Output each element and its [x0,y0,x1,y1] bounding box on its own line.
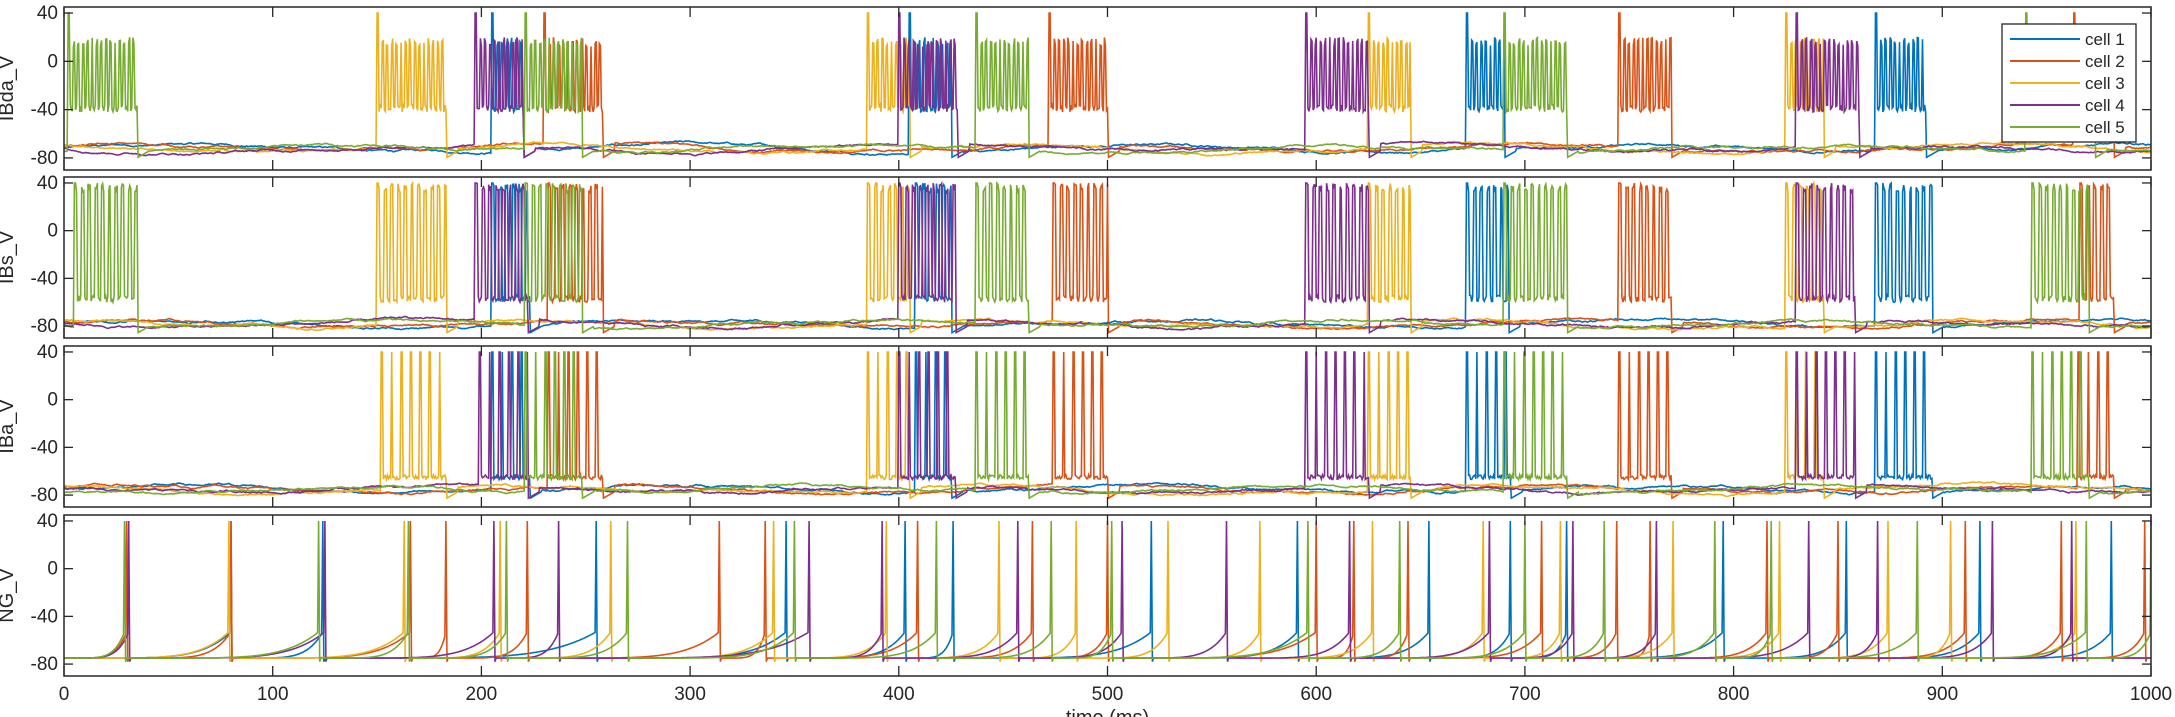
series-line-cell-2 [63,351,2152,500]
series-line-cell-2 [63,12,2152,159]
panel-ibs-v: -80 -40 0 40 IBs_V [0,173,2152,339]
y-tick-label: -80 [31,148,58,169]
y-tick-label: 40 [37,342,58,363]
y-tick-label: 0 [47,559,58,580]
x-tick-label: 100 [257,684,289,705]
y-tick-label: -40 [31,606,58,627]
y-tick-label: -40 [31,268,58,289]
panel-iba-v: -80 -40 0 40 IBa_V [0,342,2152,508]
x-axis-label: time (ms) [1066,707,1149,717]
legend-label-cell-4: cell 4 [2085,96,2125,115]
y-axis-label: NG_V [0,568,18,623]
y-tick-label: -80 [31,654,58,675]
series-line-cell-5 [63,351,2152,500]
series-line-cell-1 [63,181,2152,334]
series-line-cell-3 [63,351,2152,500]
x-tick-label: 0 [59,684,70,705]
legend-label-cell-2: cell 2 [2085,52,2125,71]
y-tick-label: -40 [31,437,58,458]
panel-ibda-v: -80 -40 0 40 IBda_V [0,3,2152,171]
x-tick-label: 600 [1300,684,1332,705]
y-tick-label: 40 [37,3,58,24]
y-axis-label: IBa_V [0,399,18,454]
y-axis-label: IBs_V [0,230,18,284]
series-line-cell-5 [63,180,2152,335]
x-tick-label: 300 [674,684,706,705]
legend: cell 1 cell 2 cell 3 cell 4 cell 5 [2001,23,2137,143]
series-line-cell-5 [64,520,2152,662]
y-tick-label: 0 [47,390,58,411]
x-tick-label: 700 [1509,684,1541,705]
y-tick-label: 0 [47,51,58,72]
y-axis-label: IBda_V [0,55,18,121]
x-tick-label: 1000 [2130,684,2172,705]
series-line-cell-4 [63,180,2152,335]
x-tick-label: 500 [1092,684,1124,705]
x-tick-label: 900 [1926,684,1958,705]
series-line-cell-1 [63,351,2152,500]
x-tick-label: 200 [466,684,498,705]
legend-label-cell-3: cell 3 [2085,74,2125,93]
panel-ng-v: -80 -40 0 40 NG_V [0,511,2152,677]
y-tick-label: -80 [31,485,58,506]
y-tick-label: 0 [47,221,58,242]
y-tick-label: -80 [31,316,58,337]
series-line-cell-5 [64,12,2152,159]
legend-label-cell-1: cell 1 [2085,30,2125,49]
x-tick-label: 800 [1718,684,1750,705]
y-tick-label: -40 [31,100,58,121]
legend-label-cell-5: cell 5 [2085,118,2125,137]
plot-layer: -80 -40 0 40 IBda_V -80 -40 0 40 IBs_V -80 -40 0 40 IB… [0,3,2172,717]
x-tick-label: 400 [883,684,915,705]
y-tick-label: 40 [37,511,58,532]
series-line-cell-4 [63,351,2152,500]
y-tick-label: 40 [37,173,58,194]
